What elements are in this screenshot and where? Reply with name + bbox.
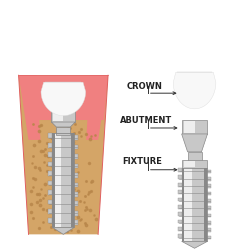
Polygon shape [178,183,182,186]
Bar [182,168,184,241]
Polygon shape [208,192,211,195]
Polygon shape [178,198,182,201]
Bar [71,133,74,228]
Polygon shape [48,152,52,157]
Bar [184,161,194,167]
Polygon shape [74,202,78,206]
Polygon shape [74,220,78,225]
Polygon shape [19,75,108,120]
Polygon shape [182,241,208,248]
Polygon shape [74,154,78,159]
Polygon shape [208,199,211,203]
Text: FIXTURE: FIXTURE [122,157,162,166]
Bar [184,121,194,133]
Polygon shape [208,236,211,240]
Bar [55,133,61,228]
Bar [56,127,70,135]
Polygon shape [208,228,211,232]
Polygon shape [48,190,52,195]
Bar [182,168,208,241]
Polygon shape [173,72,216,109]
Polygon shape [178,227,182,231]
Polygon shape [74,173,78,178]
Polygon shape [178,212,182,216]
Bar [188,152,202,162]
Bar [178,72,212,81]
Polygon shape [48,134,52,138]
Polygon shape [208,170,211,173]
Polygon shape [178,176,182,179]
Bar [182,120,208,134]
Polygon shape [52,228,74,234]
Bar [203,168,208,241]
Polygon shape [48,218,52,223]
Polygon shape [208,177,211,180]
Polygon shape [48,209,52,214]
Polygon shape [19,75,40,140]
Polygon shape [74,135,78,140]
Polygon shape [74,182,78,187]
Polygon shape [19,75,108,234]
Polygon shape [86,75,108,140]
Text: ABUTMENT: ABUTMENT [120,116,172,124]
Polygon shape [178,234,182,238]
Polygon shape [208,214,211,218]
Bar [184,168,192,241]
Polygon shape [208,184,211,188]
Polygon shape [182,134,208,152]
Polygon shape [48,143,52,148]
Polygon shape [74,145,78,150]
Bar [182,160,208,168]
Bar [52,133,55,228]
Polygon shape [208,206,211,210]
Bar [51,110,75,122]
Text: CROWN: CROWN [127,82,163,91]
Polygon shape [178,220,182,223]
Polygon shape [48,200,52,204]
Bar [52,133,74,228]
Bar [61,133,71,228]
Polygon shape [74,211,78,216]
Polygon shape [51,122,75,127]
Bar [192,168,203,241]
Polygon shape [208,221,211,225]
Bar [53,111,63,121]
Polygon shape [48,162,52,166]
Polygon shape [74,192,78,197]
Polygon shape [74,164,78,168]
Bar [45,82,81,90]
Polygon shape [178,205,182,208]
Polygon shape [48,171,52,176]
Polygon shape [48,181,52,185]
Polygon shape [178,190,182,194]
Polygon shape [178,168,182,172]
Polygon shape [41,82,86,116]
